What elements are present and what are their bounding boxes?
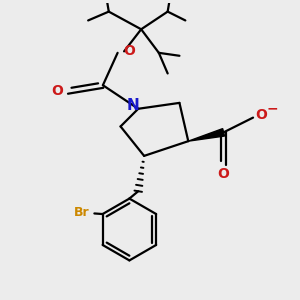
- Text: N: N: [127, 98, 139, 113]
- Text: O: O: [123, 44, 135, 58]
- Text: −: −: [266, 102, 278, 116]
- Polygon shape: [188, 129, 224, 141]
- Text: O: O: [217, 167, 229, 181]
- Text: O: O: [255, 108, 267, 122]
- Text: Br: Br: [74, 206, 89, 219]
- Text: O: O: [51, 83, 63, 98]
